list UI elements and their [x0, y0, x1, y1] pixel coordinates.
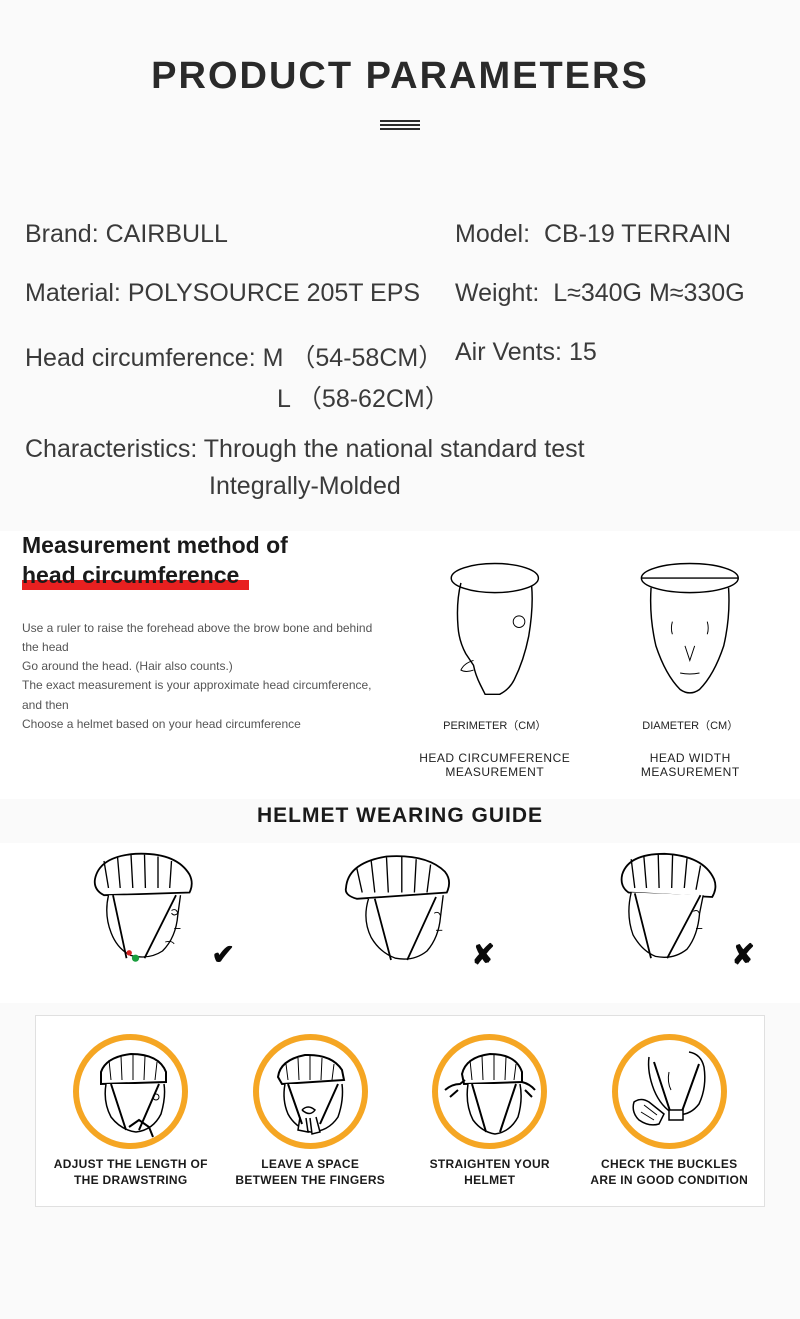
weight-param: Weight: L≈340G M≈330G [455, 279, 775, 308]
measure-title-line2: head circumference [22, 561, 239, 591]
helmet-correct-icon [59, 843, 221, 978]
tip-label: CHECK THE BUCKLES ARE IN GOOD CONDITION [585, 1157, 755, 1188]
helmet-wrong-back: ✘ [290, 843, 510, 983]
helmet-wrong-forward: ✘ [550, 843, 770, 983]
diameter-label: DIAMETER（CM） [603, 717, 779, 733]
tip-straighten: STRAIGHTEN YOUR HELMET [405, 1034, 575, 1188]
cross-mark: ✘ [732, 938, 755, 971]
perimeter-diagram: PERIMETER（CM） HEAD CIRCUMFERENCE MEASURE… [407, 549, 583, 779]
tip-label: ADJUST THE LENGTH OF THE DRAWSTRING [46, 1157, 216, 1188]
brand-param: Brand: CAIRBULL [25, 220, 455, 249]
characteristics-sub: Integrally-Molded [209, 472, 775, 501]
head-circumference-l: L （58-62CM） [277, 379, 775, 415]
tip-check-buckles: CHECK THE BUCKLES ARE IN GOOD CONDITION [585, 1034, 755, 1188]
tip-straighten-icon [440, 1042, 540, 1142]
cross-mark: ✘ [472, 938, 495, 971]
model-param: Model: CB-19 TERRAIN [455, 220, 775, 249]
diameter-sublabel: HEAD WIDTH MEASUREMENT [603, 751, 779, 779]
tip-label: LEAVE A SPACE BETWEEN THE FINGERS [226, 1157, 396, 1188]
helmet-correct: ✔ [30, 843, 250, 983]
tip-buckles-icon [619, 1042, 719, 1142]
tip-finger-space: LEAVE A SPACE BETWEEN THE FINGERS [226, 1034, 396, 1188]
check-mark: ✔ [212, 938, 235, 971]
head-side-icon [427, 549, 563, 704]
helmet-wrong-forward-icon [579, 843, 741, 978]
page-title: PRODUCT PARAMETERS [0, 55, 800, 98]
measurement-section: Measurement method of head circumference… [0, 531, 800, 799]
helmet-wrong-back-icon [319, 843, 481, 978]
perimeter-label: PERIMETER（CM） [407, 717, 583, 733]
wearing-guide-title: HELMET WEARING GUIDE [0, 804, 800, 828]
material-param: Material: POLYSOURCE 205T EPS [25, 279, 455, 308]
diameter-diagram: DIAMETER（CM） HEAD WIDTH MEASUREMENT [603, 549, 779, 779]
tips-section: ADJUST THE LENGTH OF THE DRAWSTRING LEAV… [35, 1015, 765, 1207]
tip-label: STRAIGHTEN YOUR HELMET [405, 1157, 575, 1188]
tip-fingers-icon [260, 1042, 360, 1142]
parameters-section: Brand: CAIRBULL Model: CB-19 TERRAIN Mat… [0, 160, 800, 531]
measure-title-line1: Measurement method of [22, 531, 387, 561]
tip-drawstring-icon [81, 1042, 181, 1142]
helmet-wearing-row: ✔ ✘ ✘ [0, 843, 800, 1003]
perimeter-sublabel: HEAD CIRCUMFERENCE MEASUREMENT [407, 751, 583, 779]
characteristics-param: Characteristics: Through the national st… [25, 435, 775, 464]
measure-instructions: Use a ruler to raise the forehead above … [22, 619, 387, 734]
tip-adjust-length: ADJUST THE LENGTH OF THE DRAWSTRING [46, 1034, 216, 1188]
title-divider-icon [380, 120, 420, 130]
head-top-icon [622, 549, 758, 704]
head-circumference-param: Head circumference: M （54-58CM） [25, 338, 455, 374]
air-vents-param: Air Vents: 15 [455, 338, 775, 374]
